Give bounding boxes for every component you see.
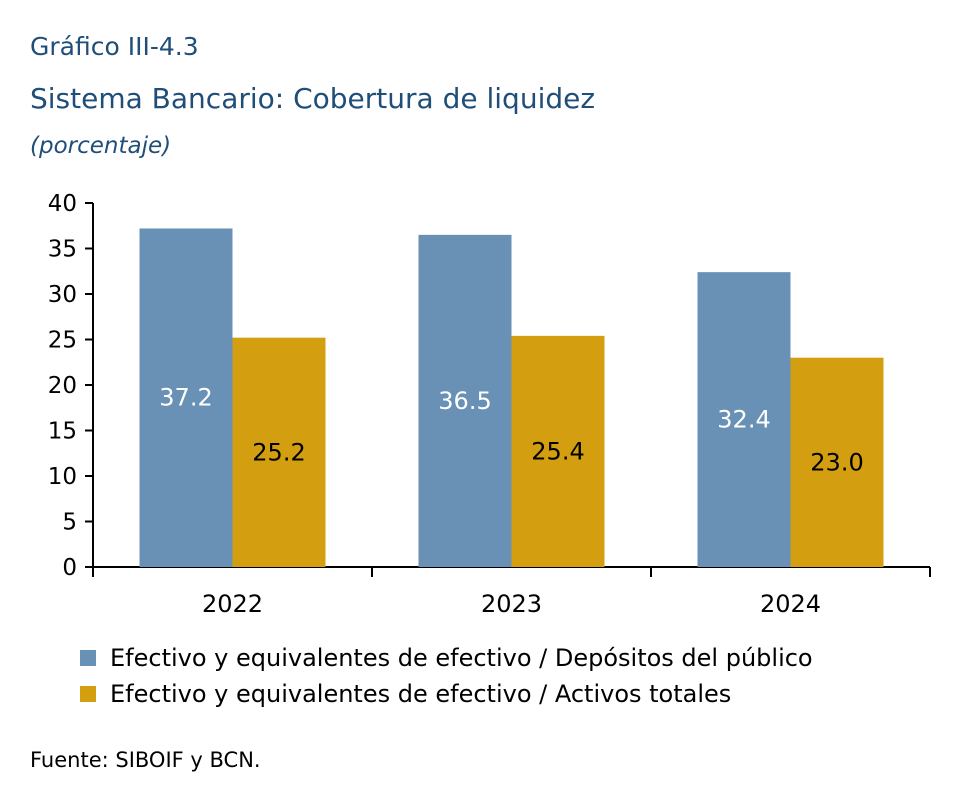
bar-2 (511, 335, 605, 567)
y-tick-label: 5 (62, 510, 77, 536)
y-tick-label: 35 (48, 237, 77, 263)
bar-2 (232, 337, 326, 567)
y-tick-label: 10 (48, 464, 77, 490)
x-tick-label: 2023 (481, 590, 542, 618)
x-tick-label: 2024 (760, 590, 821, 618)
chart-code: Gráfico III-4.3 (30, 32, 199, 61)
y-tick-label: 25 (48, 328, 77, 354)
y-tick-label: 15 (48, 419, 77, 445)
data-label: 25.2 (252, 438, 305, 466)
legend-item: Efectivo y equivalentes de efectivo / Ac… (80, 676, 813, 712)
bar-2 (790, 357, 884, 567)
bar-chart: 0 5 10 15 20 25 30 35 40 37.2 25.2 2022 36.5 25.4 2023… (48, 191, 931, 618)
y-tick-label: 30 (48, 282, 77, 308)
legend-swatch-1 (80, 650, 96, 666)
bar-1 (418, 234, 512, 567)
y-tick-label: 20 (48, 373, 77, 399)
legend-item: Efectivo y equivalentes de efectivo / De… (80, 640, 813, 676)
legend: Efectivo y equivalentes de efectivo / De… (80, 640, 813, 712)
data-label: 37.2 (159, 384, 212, 412)
chart-title: Sistema Bancario: Cobertura de liquidez (30, 82, 596, 115)
data-label: 25.4 (531, 437, 584, 465)
bar-1 (697, 272, 791, 567)
y-tick-label: 40 (48, 191, 77, 217)
data-label: 32.4 (717, 406, 770, 434)
x-tick-label: 2022 (202, 590, 263, 618)
bar-1 (139, 228, 233, 568)
data-label: 36.5 (438, 387, 491, 415)
source-note: Fuente: SIBOIF y BCN. (30, 748, 261, 772)
legend-swatch-2 (80, 686, 96, 702)
legend-label-2: Efectivo y equivalentes de efectivo / Ac… (110, 680, 732, 708)
y-tick-label: 0 (62, 555, 77, 581)
data-label: 23.0 (810, 448, 863, 476)
chart-unit: (porcentaje) (30, 133, 172, 159)
legend-label-1: Efectivo y equivalentes de efectivo / De… (110, 644, 813, 672)
